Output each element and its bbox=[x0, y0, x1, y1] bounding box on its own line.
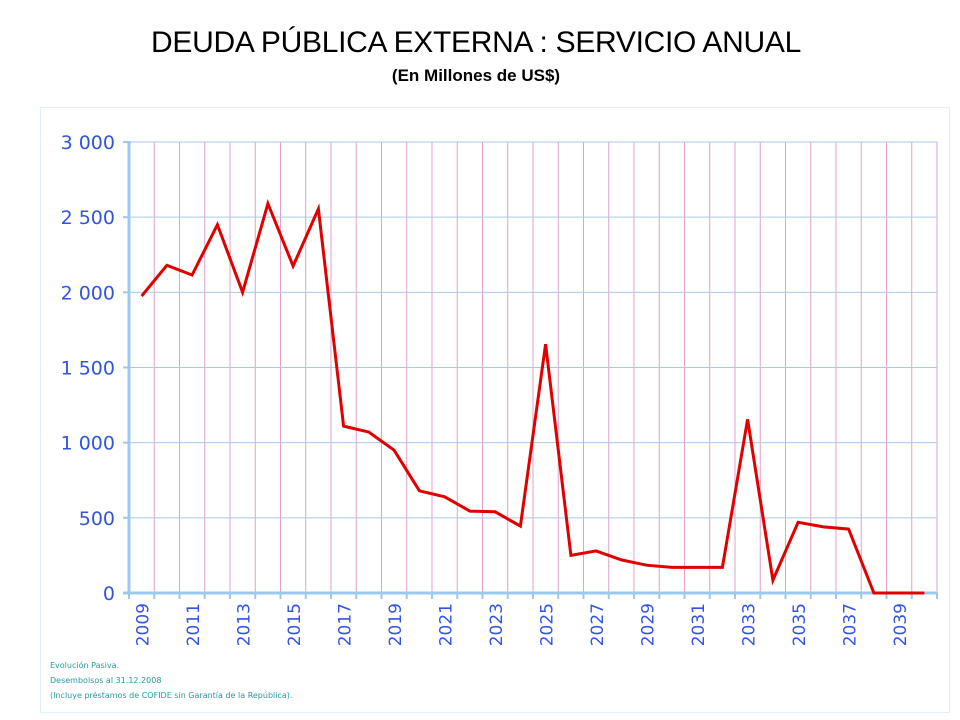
x-tick-label: 2021 bbox=[437, 603, 457, 646]
y-tick-label: 2 500 bbox=[61, 207, 115, 229]
x-tick-label: 2033 bbox=[740, 603, 760, 646]
series-line bbox=[140, 198, 925, 595]
x-tick-label: 2023 bbox=[487, 603, 507, 646]
note-desembolsos: Desembolsos al 31.12.2008 bbox=[50, 676, 162, 685]
y-tick-labels: 0 500 1 000 1 500 2 000 2 500 3 000 bbox=[61, 132, 115, 605]
x-tick-label: 2029 bbox=[639, 603, 659, 646]
x-tick-label: 2017 bbox=[336, 603, 356, 646]
y-tick-label: 0 bbox=[103, 583, 115, 605]
x-tick-label: 2019 bbox=[386, 603, 406, 646]
y-tick-label: 500 bbox=[79, 508, 115, 530]
x-tick-label: 2027 bbox=[588, 603, 608, 646]
x-tick-label: 2013 bbox=[235, 603, 255, 646]
x-tick-label: 2039 bbox=[891, 603, 911, 646]
x-tick-label: 2031 bbox=[689, 603, 709, 646]
axes bbox=[123, 141, 938, 599]
chart-title: DEUDA PÚBLICA EXTERNA : SERVICIO ANUAL bbox=[151, 26, 801, 59]
y-tick-label: 2 000 bbox=[61, 282, 115, 304]
x-tick-label: 2037 bbox=[841, 603, 861, 646]
x-tick-label: 2025 bbox=[538, 603, 558, 646]
series-group bbox=[140, 198, 925, 595]
note-cofide: (Incluye préstamos de COFIDE sin Garantí… bbox=[50, 691, 293, 700]
y-tick-label: 1 500 bbox=[61, 358, 115, 380]
chart-subtitle: (En Millones de US$) bbox=[391, 66, 561, 85]
x-tick-label: 2009 bbox=[134, 603, 154, 646]
chart-frame bbox=[40, 107, 950, 713]
y-tick-label: 1 000 bbox=[61, 433, 115, 455]
x-tick-labels: 2009 2011 2013 2015 2017 2019 2021 2023 2025 2027… bbox=[134, 603, 912, 646]
x-tick-label: 2011 bbox=[184, 603, 204, 646]
x-tick-label: 2015 bbox=[285, 603, 305, 646]
y-tick-label: 3 000 bbox=[61, 132, 115, 154]
x-tick-label: 2035 bbox=[790, 603, 810, 646]
note-evolucion: Evolución Pasiva. bbox=[50, 661, 120, 670]
